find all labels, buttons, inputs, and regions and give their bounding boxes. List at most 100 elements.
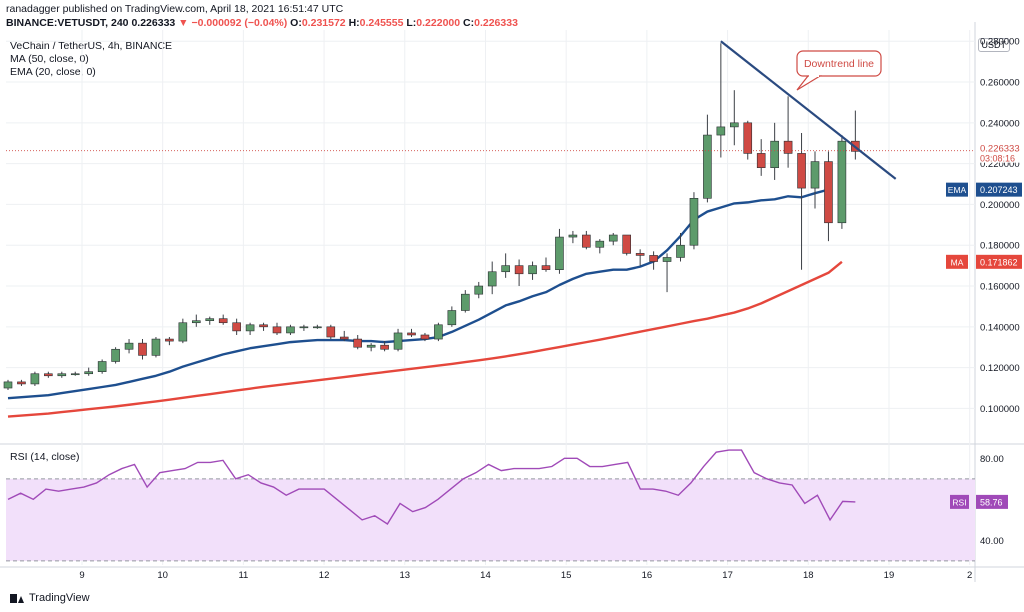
candle-down bbox=[232, 322, 241, 332]
time-tick-label: 9 bbox=[79, 570, 84, 581]
candle-down bbox=[218, 318, 228, 324]
price-tick-label: 0.120000 bbox=[980, 363, 1020, 374]
ema-value-bg bbox=[976, 182, 1022, 197]
candle-down bbox=[353, 338, 363, 348]
candle-down bbox=[407, 332, 416, 336]
candle-up bbox=[528, 265, 537, 275]
last-price: 0.226333 bbox=[131, 17, 176, 29]
legend-rsi: RSI (14, close) bbox=[10, 451, 80, 463]
symbol-line: BINANCE:VETUSDT, 240 0.226333 ▼ −0.00009… bbox=[6, 17, 518, 29]
candle-down bbox=[272, 326, 282, 334]
candle-up bbox=[151, 338, 161, 356]
time-tick-label: 2 bbox=[967, 570, 972, 581]
candle-up bbox=[3, 381, 13, 389]
candle-up bbox=[703, 134, 712, 199]
high-label: H: bbox=[348, 17, 360, 29]
footer-brand-label: TradingView bbox=[29, 592, 90, 604]
ma-value: 0.171862 bbox=[980, 257, 1018, 267]
ma50-line bbox=[7, 260, 843, 418]
price-tick-label: 0.100000 bbox=[980, 404, 1020, 415]
tradingview-logo-icon bbox=[10, 593, 24, 603]
candle-down bbox=[783, 140, 793, 154]
candle-up bbox=[286, 326, 295, 334]
candle-down bbox=[743, 122, 753, 154]
annotation-callout bbox=[796, 50, 882, 77]
ma-tag-bg bbox=[946, 254, 968, 269]
candle-down bbox=[635, 253, 645, 256]
candle-up bbox=[474, 285, 484, 295]
candle-down bbox=[420, 334, 430, 340]
candle-up bbox=[245, 324, 255, 332]
rsi-value-bg bbox=[976, 494, 1008, 509]
price-tick-label: 0.280000 bbox=[980, 37, 1020, 48]
down-arrow-icon: ▼ bbox=[178, 17, 189, 29]
annotation-text: Downtrend line bbox=[804, 58, 874, 70]
ma-tag-text: MA bbox=[951, 257, 964, 267]
price-tick-label: 0.140000 bbox=[980, 322, 1020, 333]
time-tick-label: 15 bbox=[561, 570, 572, 581]
candle-down bbox=[622, 234, 632, 254]
candle-up bbox=[716, 126, 726, 136]
candle-up bbox=[111, 348, 120, 362]
candle-up bbox=[608, 234, 618, 242]
ema-tag-text: EMA bbox=[948, 185, 967, 195]
candle-up bbox=[662, 257, 672, 262]
candle-up bbox=[729, 122, 739, 128]
ma-value-bg bbox=[976, 254, 1022, 269]
candle-down bbox=[138, 342, 147, 356]
candle-up bbox=[299, 326, 309, 329]
time-tick-label: 11 bbox=[238, 570, 248, 581]
candle-up bbox=[770, 140, 779, 168]
candle-up bbox=[810, 161, 820, 189]
time-tick-label: 19 bbox=[884, 570, 895, 581]
close-label: C: bbox=[463, 17, 475, 29]
time-tick-label: 14 bbox=[480, 570, 491, 581]
candle-up bbox=[487, 271, 497, 287]
open-value: 0.231572 bbox=[301, 17, 346, 29]
ema-value: 0.207243 bbox=[980, 185, 1018, 195]
price-tick-label: 0.180000 bbox=[980, 241, 1020, 252]
high-value: 0.245555 bbox=[359, 17, 404, 29]
candle-up bbox=[447, 310, 457, 326]
price-tick-label: 0.160000 bbox=[980, 282, 1020, 293]
candle-up bbox=[501, 265, 510, 273]
candle-up bbox=[837, 140, 847, 224]
rsi-line bbox=[7, 449, 856, 525]
rsi-tick-label: 40.00 bbox=[980, 536, 1004, 547]
legend-ma: MA (50, close, 0) bbox=[10, 53, 89, 65]
footer-brand[interactable]: TradingView bbox=[10, 592, 90, 604]
candle-down bbox=[514, 265, 524, 275]
candle-up bbox=[178, 322, 188, 342]
candle-up bbox=[70, 373, 80, 376]
candle-up bbox=[30, 373, 40, 385]
time-tick-label: 16 bbox=[642, 570, 653, 581]
candle-up bbox=[205, 318, 215, 322]
candle-up bbox=[192, 320, 201, 324]
price-tick-label: 0.220000 bbox=[980, 159, 1020, 170]
candle-up bbox=[595, 240, 605, 248]
low-value: 0.222000 bbox=[416, 17, 461, 29]
candle-down bbox=[649, 255, 658, 262]
rsi-value: 58.76 bbox=[980, 497, 1003, 507]
candle-down bbox=[582, 234, 591, 248]
price-tick-label: 0.240000 bbox=[980, 118, 1020, 129]
legend-ema: EMA (20, close, 0) bbox=[10, 66, 96, 78]
open-label: O: bbox=[290, 17, 302, 29]
price-tick-label: 0.260000 bbox=[980, 78, 1020, 89]
candle-up bbox=[366, 344, 376, 348]
candle-up bbox=[555, 236, 564, 270]
candle-up bbox=[689, 198, 699, 246]
rsi-tick-label: 80.00 bbox=[980, 454, 1004, 465]
candle-down bbox=[756, 153, 766, 168]
candle-down bbox=[259, 324, 268, 328]
candle-up bbox=[434, 324, 443, 340]
candle-up bbox=[124, 342, 134, 350]
candle-up bbox=[460, 293, 470, 311]
price-tick-label: 0.200000 bbox=[980, 200, 1020, 211]
candle-down bbox=[17, 381, 26, 385]
symbol-name: BINANCE:VETUSDT, 240 bbox=[6, 17, 129, 29]
candle-up bbox=[313, 326, 322, 329]
time-tick-label: 13 bbox=[399, 570, 410, 581]
currency-badge[interactable]: USDT bbox=[977, 38, 1010, 52]
